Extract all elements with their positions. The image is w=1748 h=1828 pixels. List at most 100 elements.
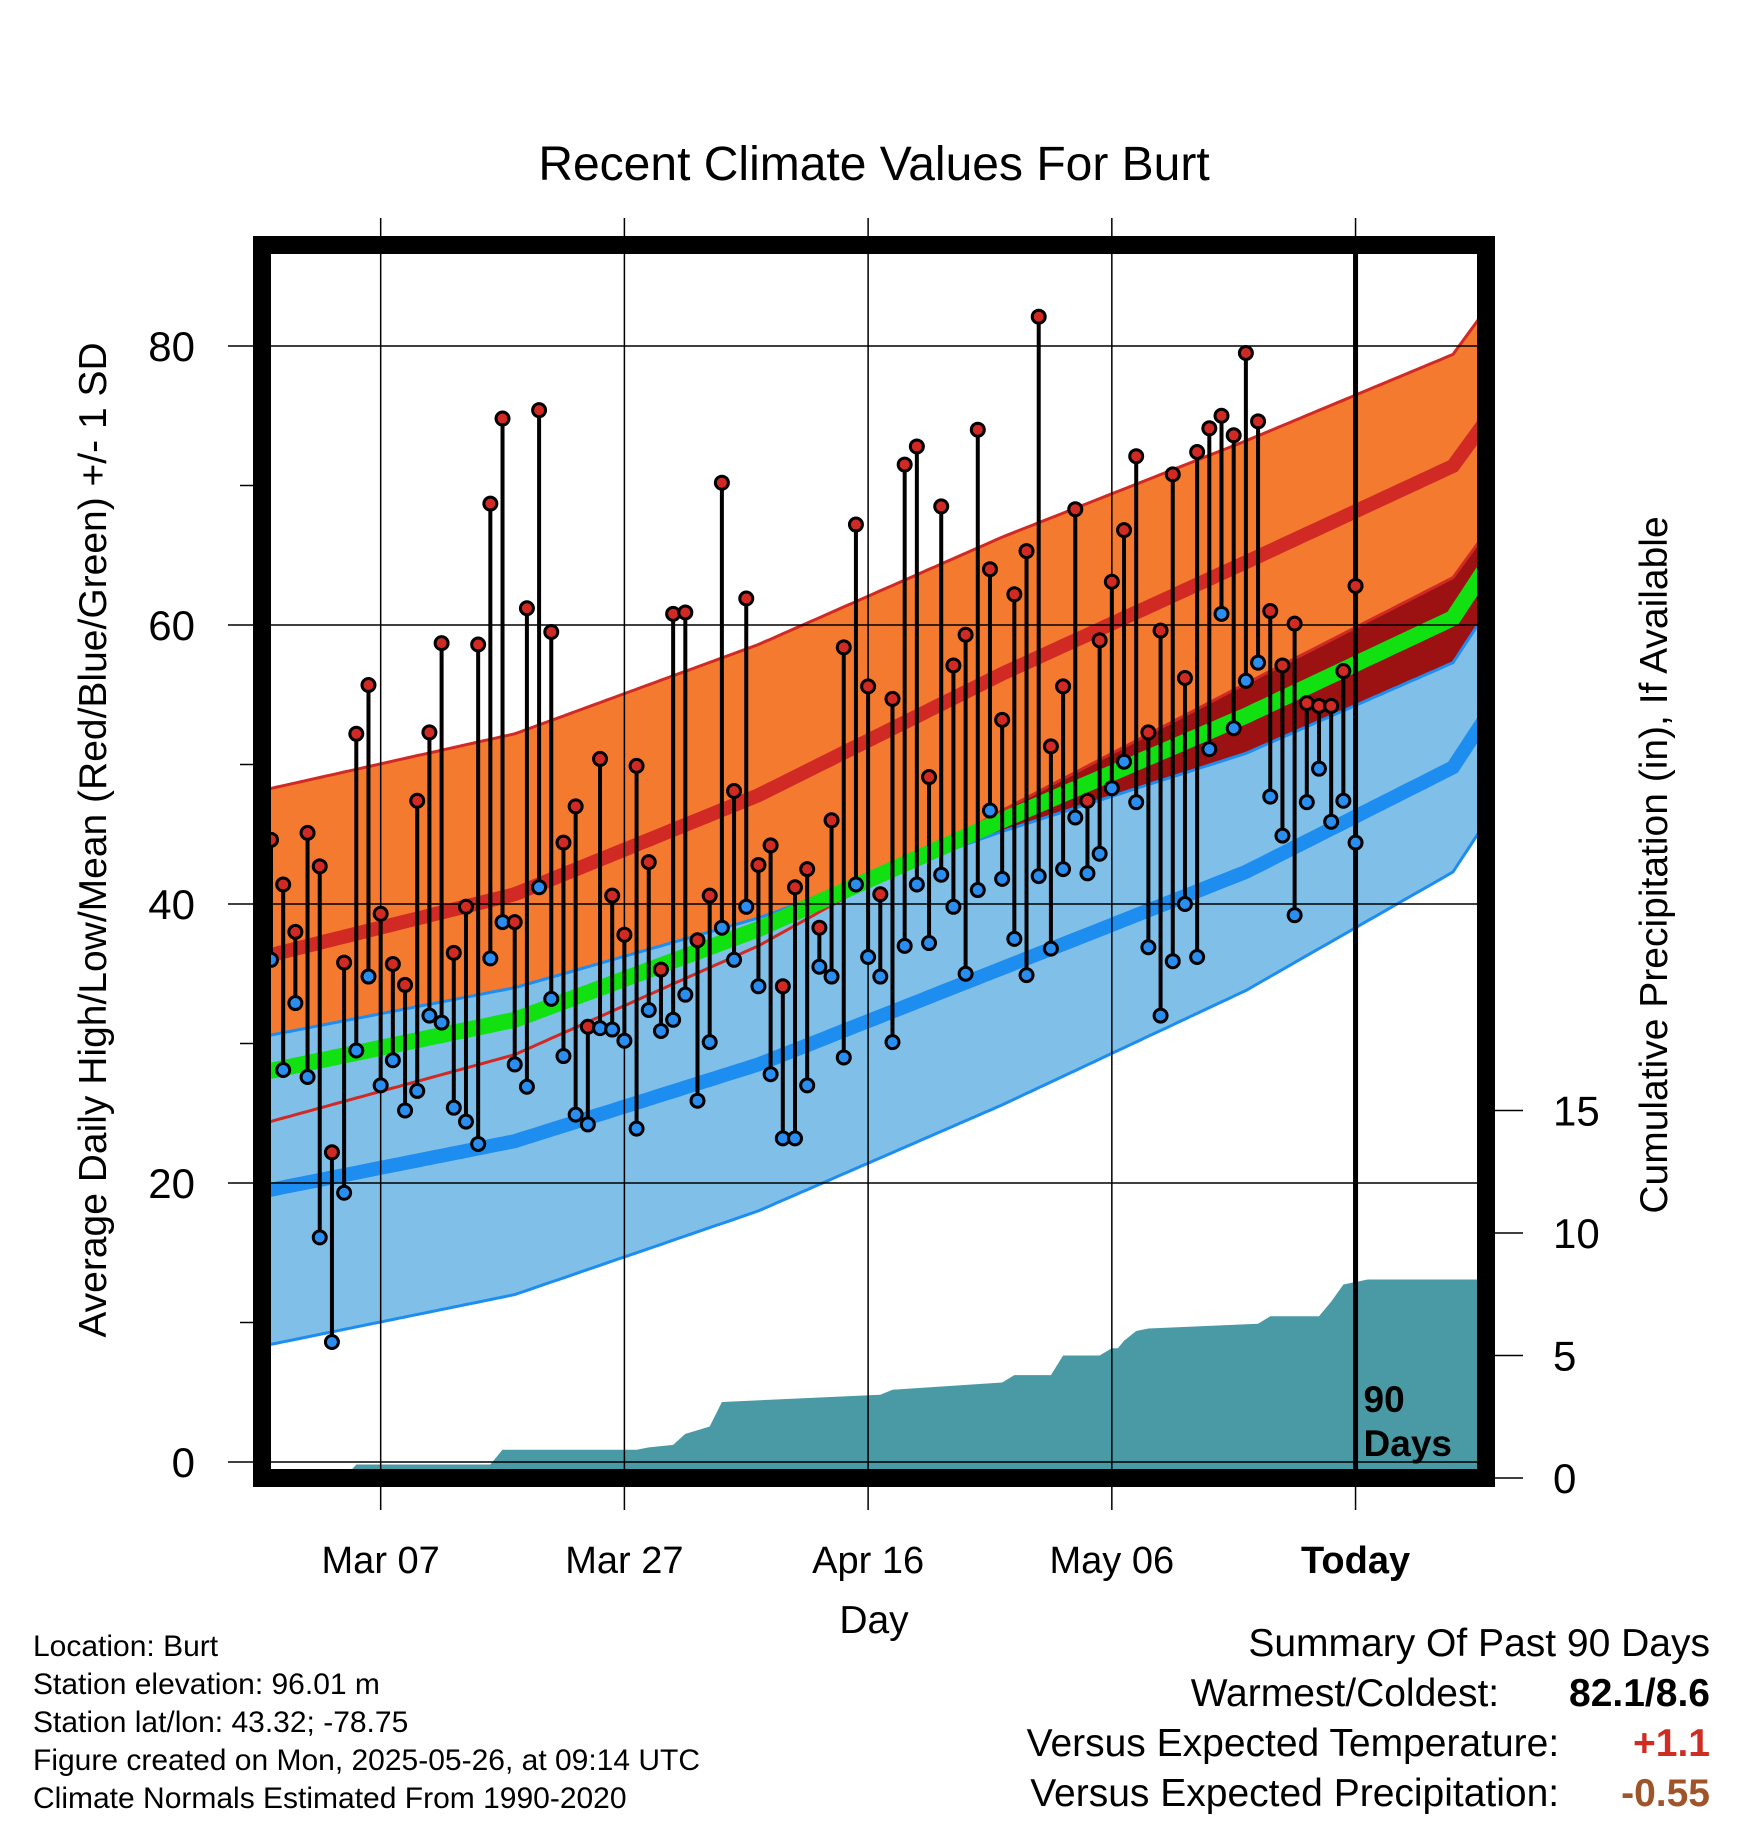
daily-high-point: [628, 757, 645, 774]
high-sd-upper-edge: [262, 306, 1486, 792]
daily-low-point: [945, 898, 962, 915]
daily-low-point: [640, 1002, 657, 1019]
summary-precip-row: Versus Expected Precipitation: -0.55: [1030, 1772, 1710, 1816]
marker-label-line1: 90: [1364, 1379, 1405, 1420]
daily-high-point: [713, 474, 730, 491]
x-axis-label: Day: [839, 1599, 909, 1642]
daily-low-point: [323, 1334, 340, 1351]
daily-high-point: [1347, 577, 1364, 594]
daily-high-point: [336, 954, 353, 971]
daily-low-point: [482, 950, 499, 967]
daily-low-point: [470, 1135, 487, 1152]
daily-high-point: [921, 769, 938, 786]
daily-low-point: [713, 919, 730, 936]
daily-high-point: [409, 792, 426, 809]
info-latlon: Station lat/lon: 43.32; -78.75: [33, 1706, 409, 1739]
daily-high-point: [518, 600, 535, 617]
daily-high-point: [1091, 632, 1108, 649]
daily-high-point: [786, 879, 803, 896]
daily-low-point: [884, 1034, 901, 1051]
daily-high-point: [1018, 543, 1035, 560]
daily-low-point: [275, 1062, 292, 1079]
summary-temp-value: +1.1: [1633, 1722, 1710, 1765]
daily-high-point: [1213, 407, 1230, 424]
daily-high-point: [969, 421, 986, 438]
daily-low-point: [1164, 953, 1181, 970]
daily-high-point: [981, 561, 998, 578]
summary-temp-row: Versus Expected Temperature: +1.1: [1027, 1722, 1710, 1766]
station-info: Location: Burt Station elevation: 96.01 …: [33, 1628, 700, 1818]
daily-high-point: [1286, 615, 1303, 632]
daily-high-point: [738, 590, 755, 607]
daily-low-point: [921, 935, 938, 952]
daily-high-point: [1237, 344, 1254, 361]
daily-high-point: [1262, 603, 1279, 620]
daily-high-point: [1128, 448, 1145, 465]
daily-low-point: [1176, 896, 1193, 912]
daily-low-point: [1286, 907, 1303, 924]
daily-low-point: [860, 949, 877, 966]
daily-low-point: [543, 990, 560, 1007]
daily-high-point: [384, 955, 401, 972]
info-location: Location: Burt: [33, 1630, 219, 1663]
daily-high-point: [287, 923, 304, 940]
x-tick-label: Mar 27: [565, 1540, 683, 1582]
daily-low-point: [579, 1116, 596, 1133]
daily-low-point: [750, 978, 767, 995]
daily-high-point: [1250, 413, 1267, 430]
y-tick-label: 40: [148, 881, 195, 928]
daily-low-point: [1079, 865, 1096, 882]
daily-high-point: [1225, 427, 1242, 444]
daily-low-point: [348, 1042, 365, 1059]
daily-low-point: [287, 995, 304, 1012]
daily-high-point: [1335, 663, 1352, 680]
daily-high-point: [847, 516, 864, 533]
daily-low-point: [555, 1048, 572, 1065]
daily-low-point: [1347, 834, 1364, 851]
daily-low-point: [445, 1099, 462, 1116]
daily-low-point: [1152, 1007, 1169, 1024]
daily-high-point: [494, 410, 511, 427]
daily-low-point: [628, 1120, 645, 1137]
daily-low-point: [360, 968, 377, 985]
daily-high-point: [1140, 724, 1157, 741]
daily-high-point: [1116, 522, 1133, 539]
daily-low-point: [1262, 788, 1279, 805]
daily-high-point: [652, 961, 669, 978]
daily-high-point: [884, 690, 901, 707]
daily-low-point: [1298, 794, 1315, 811]
daily-high-point: [567, 798, 584, 815]
daily-high-point: [506, 914, 523, 931]
daily-low-point: [677, 986, 694, 1003]
y-tick-label: 60: [148, 602, 195, 649]
daily-low-point: [518, 1078, 535, 1095]
daily-low-point: [872, 968, 889, 985]
plot-frame: [253, 236, 1495, 1487]
y2-tick-label: 10: [1553, 1210, 1600, 1257]
high-sd-band: [262, 309, 1486, 1124]
daily-high-point: [823, 812, 840, 829]
daily-high-point: [994, 711, 1011, 728]
x-tick-label: May 06: [1050, 1540, 1175, 1582]
daily-low-point: [397, 1102, 414, 1119]
daily-low-point: [567, 1106, 584, 1123]
daily-low-point: [1237, 672, 1254, 689]
daily-low-point: [799, 1077, 816, 1094]
daily-high-point: [348, 725, 365, 742]
y-axis-label: Average Daily High/Low/Mean (Red/Blue/Gr…: [72, 342, 115, 1337]
daily-high-point: [1042, 738, 1059, 755]
daily-high-point: [1323, 697, 1340, 714]
daily-high-point: [1201, 420, 1218, 437]
daily-low-point: [409, 1082, 426, 1099]
daily-low-point: [1006, 930, 1023, 947]
summary-precip-label: Versus Expected Precipitation:: [1030, 1772, 1560, 1815]
daily-high-point: [689, 932, 706, 949]
daily-high-point: [701, 887, 718, 904]
daily-low-point: [1116, 753, 1133, 770]
daily-low-point: [908, 876, 925, 893]
daily-high-point: [616, 926, 633, 943]
daily-low-point: [506, 1056, 523, 1073]
daily-low-point: [738, 898, 755, 915]
summary-precip-value: -0.55: [1621, 1772, 1710, 1815]
daily-high-point: [1274, 657, 1291, 674]
